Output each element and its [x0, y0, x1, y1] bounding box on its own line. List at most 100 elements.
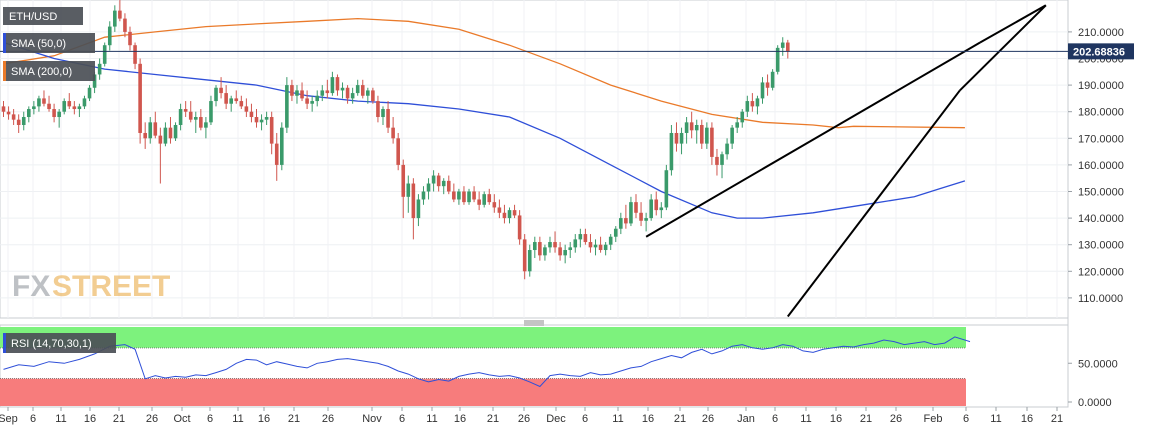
candle-body: [305, 98, 309, 104]
candle-body: [649, 199, 653, 219]
price-tick-label: 170.0000: [1078, 133, 1124, 145]
candle: [593, 239, 598, 256]
candle-body: [244, 106, 249, 112]
candle: [710, 122, 714, 165]
candle-body: [391, 127, 395, 139]
wedge-trendline: [787, 89, 961, 318]
candle: [765, 74, 770, 96]
candle: [598, 236, 603, 253]
candle-body: [214, 87, 218, 102]
candle: [745, 95, 750, 118]
candle-body: [775, 47, 780, 72]
candle: [467, 188, 471, 205]
x-tick-label: 11: [990, 413, 1001, 425]
rsi-line: [3, 336, 971, 388]
candle-body: [366, 90, 370, 96]
candle: [634, 194, 638, 219]
candle: [259, 114, 264, 131]
candle: [229, 95, 233, 112]
legend-symbol[interactable]: ETH/USD: [3, 7, 83, 25]
candle: [391, 117, 395, 144]
candle-body: [82, 98, 87, 107]
candle-body: [760, 82, 765, 99]
candle: [249, 103, 254, 123]
candle: [436, 172, 441, 192]
candle: [568, 242, 573, 258]
candle-body: [553, 242, 557, 248]
candle-body: [730, 127, 734, 144]
candle-body: [507, 210, 512, 219]
candle-body: [401, 164, 406, 197]
candle: [199, 109, 203, 131]
candle: [553, 231, 557, 253]
sma50-line: [3, 41, 966, 219]
x-tick-label: 6: [963, 413, 969, 425]
candle: [512, 204, 517, 219]
candle: [52, 103, 56, 123]
candle: [366, 87, 370, 104]
x-tick-label: Oct: [173, 413, 190, 425]
candle-body: [669, 132, 674, 171]
candle-body: [335, 77, 340, 91]
candle: [77, 103, 82, 118]
x-tick-label: 11: [232, 413, 243, 425]
candle: [193, 111, 198, 133]
candle-body: [608, 236, 613, 245]
candle-body: [654, 199, 659, 211]
candle-body: [355, 85, 360, 94]
candle-body: [72, 106, 77, 110]
candle: [47, 95, 51, 112]
candle: [588, 234, 593, 253]
candle-body: [193, 117, 198, 120]
candle-body: [659, 207, 664, 211]
legend-sma50[interactable]: SMA (50,0): [3, 33, 95, 53]
candle-body: [113, 10, 117, 27]
candle-body: [482, 194, 486, 205]
candle-body: [330, 77, 335, 94]
candle: [381, 106, 385, 125]
candle-body: [477, 199, 481, 205]
panel-resize-handle[interactable]: [524, 320, 544, 326]
candle: [548, 236, 552, 253]
legend-rsi[interactable]: RSI (14,70,30,1): [3, 333, 116, 353]
candle: [360, 79, 365, 99]
candle-body: [568, 247, 573, 251]
candle: [355, 79, 360, 96]
x-tick-label: 21: [860, 413, 872, 425]
candle: [441, 178, 446, 195]
candle-body: [249, 111, 254, 118]
candle: [654, 191, 659, 216]
x-tick-label: Jan: [737, 413, 755, 425]
sma200-label: SMA (200,0): [11, 66, 72, 78]
candle: [386, 101, 390, 133]
candle: [649, 194, 653, 221]
candle-body: [148, 122, 153, 139]
candle: [497, 199, 502, 219]
rsi-overbought-zone: [0, 327, 966, 348]
x-tick-label: Feb: [924, 413, 943, 425]
x-tick-label: 6: [207, 413, 213, 425]
candle: [522, 234, 527, 280]
candle: [320, 85, 325, 102]
candle: [527, 244, 532, 277]
candle-body: [158, 135, 163, 144]
candle-body: [27, 109, 31, 118]
x-tick-label: 6: [399, 413, 405, 425]
candle-body: [512, 210, 517, 216]
candle-body: [274, 143, 279, 165]
candle: [750, 93, 755, 112]
x-tick-label: 6: [772, 413, 778, 425]
candle: [699, 119, 704, 149]
candle-body: [725, 143, 729, 155]
candle-body: [97, 63, 102, 75]
candle: [42, 90, 46, 107]
candle-body: [710, 127, 714, 157]
candle-body: [689, 122, 694, 131]
candle-body: [472, 191, 476, 200]
legend-sma200[interactable]: SMA (200,0): [3, 61, 95, 81]
rsi-oversold-zone: [0, 378, 966, 406]
sma50-label: SMA (50,0): [11, 38, 66, 50]
candle: [760, 77, 765, 104]
x-tick-label: 26: [518, 413, 530, 425]
